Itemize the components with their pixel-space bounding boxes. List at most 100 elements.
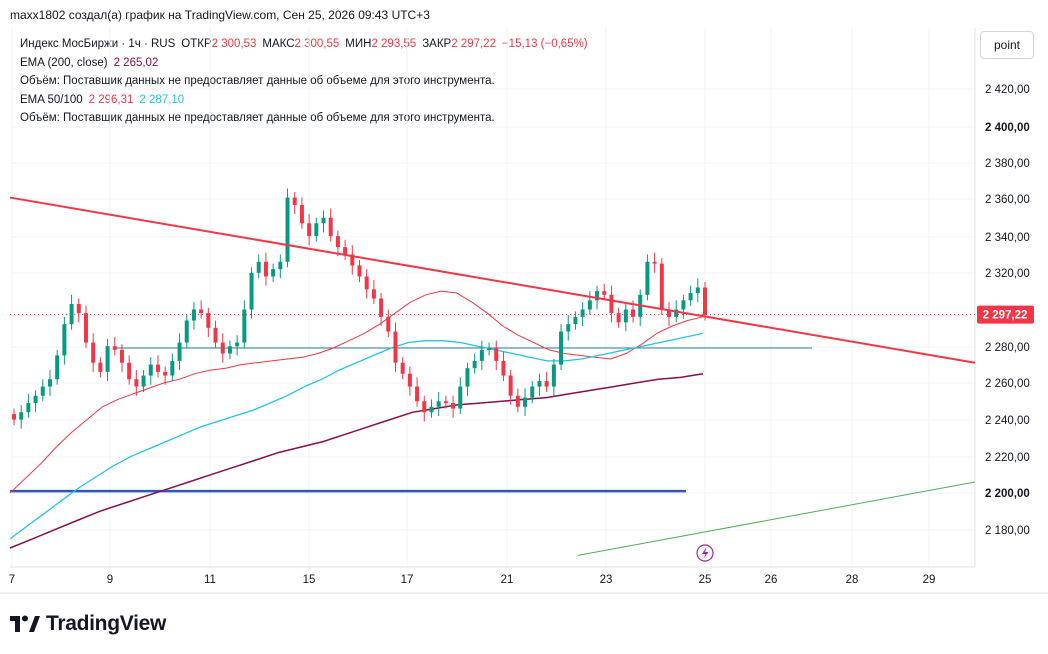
candle-body [112, 346, 117, 350]
candle-body [33, 395, 38, 404]
candle-body [292, 197, 297, 205]
candle-body [602, 291, 607, 295]
candle-body [127, 362, 132, 380]
chart-attribution: maxx1802 создал(а) график на TradingView… [10, 8, 430, 22]
candle-body [47, 379, 52, 387]
y-tick-label: 2 340,00 [985, 232, 1030, 244]
candle-body [299, 204, 304, 224]
candle-body [242, 309, 247, 343]
legend-ema50-100-row[interactable]: EMA 50/100 2 296,31 2 287,10 [20, 91, 588, 110]
candle-body [357, 265, 362, 277]
close-value: 2 297,22 [451, 38, 496, 50]
low-label: МИН [345, 38, 372, 50]
ema50-100-label[interactable]: EMA 50/100 [20, 93, 83, 106]
candle-body [587, 300, 592, 310]
y-tick-label: 2 320,00 [985, 268, 1030, 280]
candle-body [573, 316, 578, 325]
descending-trendline [9, 196, 976, 364]
x-tick-label: 23 [600, 574, 613, 586]
candle-body [343, 247, 348, 255]
candle-body [487, 348, 492, 350]
candle-body [350, 254, 355, 266]
tradingview-logo-text: TradingView [46, 612, 167, 635]
ema200-line [9, 372, 704, 549]
candle-body [695, 287, 700, 293]
x-tick-label: 29 [923, 574, 936, 586]
candle-body [400, 362, 405, 374]
candle-body [307, 223, 312, 237]
candle-body [458, 386, 463, 409]
ema200-value: 2 265,02 [113, 56, 159, 69]
candle-body [213, 327, 218, 343]
high-value: 2 300,55 [294, 38, 340, 50]
candle-body [105, 346, 110, 372]
candle-body [148, 364, 153, 376]
y-tick-label: 2 180,00 [985, 525, 1030, 537]
x-tick-label: 21 [501, 574, 514, 586]
candle-body [271, 269, 276, 277]
legend-symbol-row[interactable]: Индекс МосБиржи · 1ч · RUS ОТКР 2 300,53… [20, 35, 588, 54]
y-tick-label: 2 220,00 [985, 452, 1030, 464]
ema100-value: 2 287,10 [139, 93, 185, 106]
candle-body [55, 355, 60, 380]
candle-body [479, 349, 484, 361]
x-tick-label: 15 [303, 574, 316, 586]
tradingview-logo[interactable]: TradingView [10, 612, 166, 636]
candle-body [566, 324, 571, 332]
candle-body [703, 287, 707, 316]
y-tick-label: 2 200,00 [985, 488, 1030, 500]
candle-body [451, 403, 456, 409]
candle-body [436, 401, 441, 407]
candle-body [278, 261, 283, 270]
candle-body [407, 373, 412, 387]
candle-body [609, 294, 614, 314]
scale-mode-button[interactable]: point [980, 31, 1034, 59]
candle-body [19, 412, 24, 420]
candle-body [328, 217, 333, 237]
candle-body [544, 381, 549, 387]
legend-volume-row-2[interactable]: Объём: Поставщик данных не предоставляет… [20, 109, 588, 128]
symbol-name[interactable]: Индекс МосБиржи · 1ч · RUS [20, 38, 176, 50]
candle-body [119, 349, 124, 363]
candle-body [256, 261, 261, 273]
ema100-line [9, 332, 704, 540]
candle-body [91, 342, 96, 363]
candle-body [62, 324, 67, 356]
candle-body [227, 346, 232, 354]
volume-note: Объём: Поставщик данных не предоставляет… [20, 75, 495, 87]
ema200-label[interactable]: EMA (200, close) [20, 56, 108, 69]
candle-body [170, 360, 175, 376]
lightning-bolt-icon [702, 547, 709, 559]
candle-body [379, 298, 384, 317]
candle-body [688, 292, 693, 301]
candle-body [674, 309, 679, 317]
rising-trendline [577, 481, 976, 556]
candle-body [537, 381, 542, 387]
candle-body [220, 342, 225, 354]
y-tick-label: 2 380,00 [985, 158, 1030, 170]
candle-body [83, 313, 88, 343]
candle-body [155, 364, 160, 372]
candle-body [177, 342, 182, 361]
candle-body [335, 236, 340, 248]
candle-body [26, 403, 31, 413]
candle-body [645, 261, 650, 295]
candle-body [386, 316, 391, 332]
candle-body [134, 379, 139, 387]
open-value: 2 300,53 [211, 38, 257, 50]
candle-body [659, 263, 664, 310]
legend-volume-row-1[interactable]: Объём: Поставщик данных не предоставляет… [20, 72, 588, 91]
price-change: −15,13 (−0,65%) [501, 38, 588, 50]
candle-body [371, 289, 376, 299]
last-price-tag [977, 305, 1034, 324]
high-label: МАКС [262, 38, 295, 50]
candle-body [76, 303, 81, 314]
candle-body [515, 395, 520, 407]
open-label: ОТКР [181, 38, 212, 50]
candle-body [235, 342, 240, 347]
close-label: ЗАКР [422, 38, 452, 50]
legend-ema200-row[interactable]: EMA (200, close) 2 265,02 [20, 54, 588, 73]
candle-body [415, 386, 420, 402]
candle-body [422, 401, 427, 413]
